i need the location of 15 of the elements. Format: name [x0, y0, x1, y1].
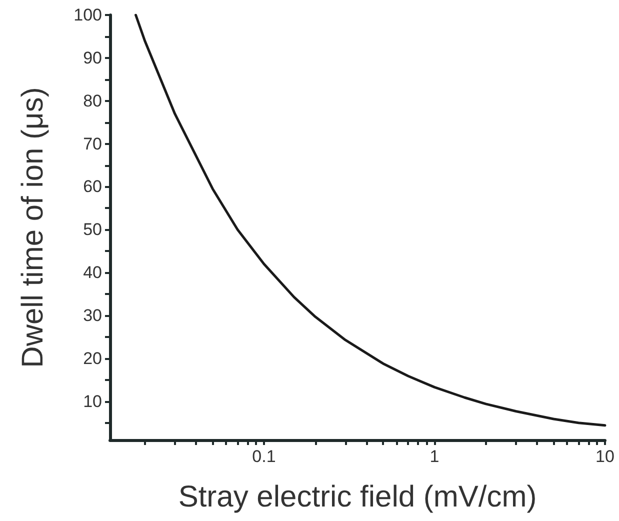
y-tick-label: 30: [83, 306, 102, 326]
y-tick-label: 10: [83, 392, 102, 411]
y-tick-label: 20: [83, 348, 102, 368]
y-tick-label: 90: [83, 48, 102, 68]
x-tick-label: 10: [596, 447, 614, 466]
x-tick-label: 0.1: [252, 447, 276, 466]
y-axis-title: Dwell time of ion (μs): [16, 87, 50, 368]
x-tick-label: 1: [430, 447, 440, 466]
x-axis-title: Stray electric field (mV/cm): [178, 480, 537, 514]
y-tick-label: 100: [74, 6, 102, 24]
y-tick-label: 60: [83, 177, 102, 196]
y-tick-label: 80: [83, 91, 102, 110]
y-tick-label: 70: [83, 134, 102, 154]
y-tick-label: 40: [83, 263, 102, 282]
y-tick-label: 50: [83, 220, 102, 240]
